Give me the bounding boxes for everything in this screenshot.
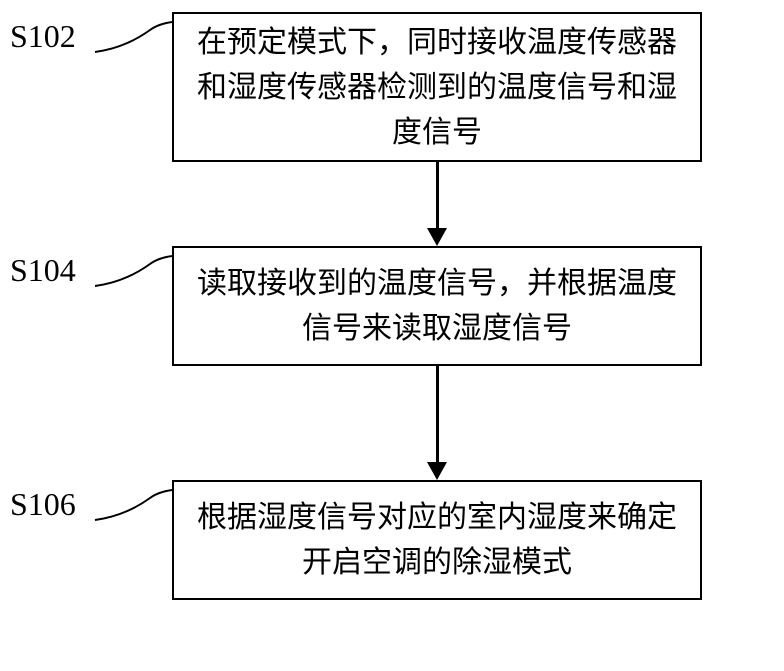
step-box-s102: 在预定模式下，同时接收温度传感器和湿度传感器检测到的温度信号和湿度信号: [172, 12, 702, 162]
label-connector-s106: [0, 468, 200, 568]
arrow-2: [427, 462, 447, 480]
connector-line-2: [436, 366, 439, 462]
step-box-s106: 根据湿度信号对应的室内湿度来确定开启空调的除湿模式: [172, 480, 702, 600]
step-text: 根据湿度信号对应的室内湿度来确定开启空调的除湿模式: [194, 495, 680, 585]
step-text: 读取接收到的温度信号，并根据温度信号来读取湿度信号: [194, 261, 680, 351]
connector-line-1: [436, 162, 439, 228]
flowchart-container: S102 在预定模式下，同时接收温度传感器和湿度传感器检测到的温度信号和湿度信号…: [0, 0, 784, 671]
label-connector-s104: [0, 234, 200, 334]
arrow-1: [427, 228, 447, 246]
step-text: 在预定模式下，同时接收温度传感器和湿度传感器检测到的温度信号和湿度信号: [194, 20, 680, 155]
step-box-s104: 读取接收到的温度信号，并根据温度信号来读取湿度信号: [172, 246, 702, 366]
label-connector-s102: [0, 0, 200, 100]
